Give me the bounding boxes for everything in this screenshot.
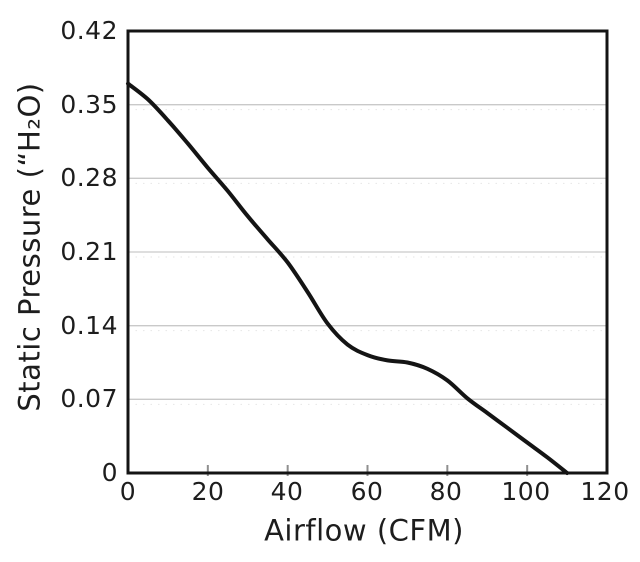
x-tick-label-0: 0 xyxy=(119,477,137,506)
x-tick-label-80: 80 xyxy=(429,477,463,506)
x-tick-label-20: 20 xyxy=(191,477,225,506)
pressure-curve xyxy=(126,81,570,475)
x-tick-label-100: 100 xyxy=(501,477,551,506)
y-tick-label-0.35: 0.35 xyxy=(60,90,118,119)
y-tick-label-0: 0 xyxy=(101,458,118,487)
x-tick-label-60: 60 xyxy=(350,477,384,506)
y-tick-label-0.14: 0.14 xyxy=(60,311,118,340)
y-tick-label-0.28: 0.28 xyxy=(60,163,118,192)
x-tick-label-40: 40 xyxy=(270,477,304,506)
x-tick-label-120: 120 xyxy=(580,477,630,506)
y-tick-label-0.21: 0.21 xyxy=(60,237,118,266)
y-tick-label-0.42: 0.42 xyxy=(60,16,118,45)
x-axis-title: Airflow (CFM) xyxy=(264,513,464,548)
plot-border xyxy=(126,29,609,475)
y-tick-label-0.07: 0.07 xyxy=(60,384,118,413)
